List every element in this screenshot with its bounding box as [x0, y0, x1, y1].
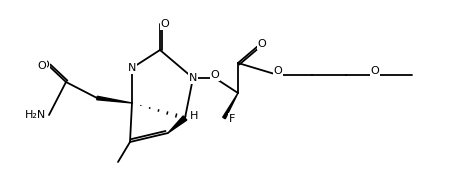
- Text: O: O: [257, 39, 266, 49]
- Text: O: O: [371, 66, 379, 76]
- Text: H: H: [190, 111, 198, 121]
- Text: O: O: [211, 70, 220, 80]
- Polygon shape: [223, 93, 238, 119]
- Text: N: N: [189, 73, 197, 83]
- Text: F: F: [229, 114, 235, 124]
- Polygon shape: [97, 96, 132, 103]
- Text: N: N: [128, 63, 136, 73]
- Text: O: O: [161, 19, 169, 29]
- Text: H₂N: H₂N: [25, 110, 46, 120]
- Polygon shape: [168, 116, 187, 133]
- Text: O: O: [37, 61, 46, 71]
- Text: O: O: [274, 66, 283, 76]
- Text: O: O: [40, 60, 50, 70]
